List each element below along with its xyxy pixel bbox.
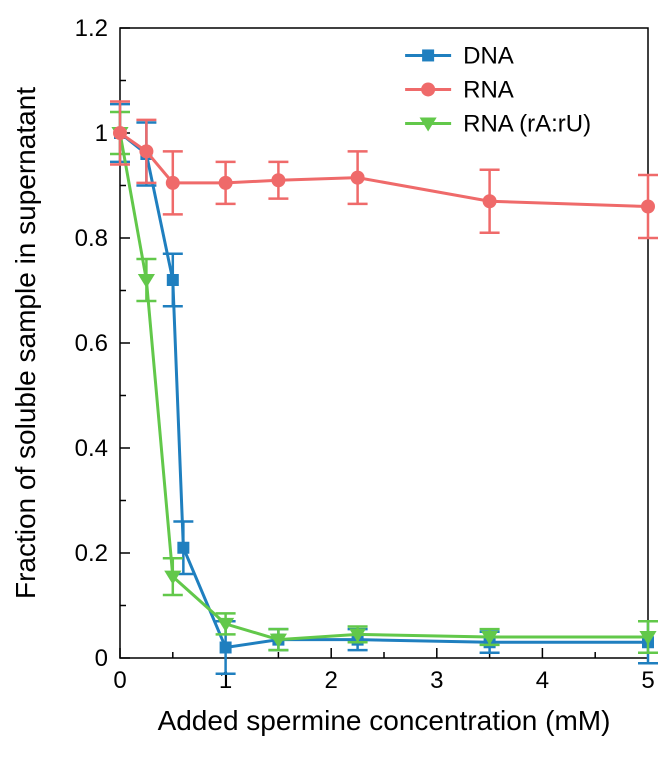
marker-square (422, 49, 434, 61)
legend: DNA RNA RNA (rA:rU) (405, 42, 591, 137)
marker-triangle-down (138, 274, 155, 288)
marker-circle (641, 200, 655, 214)
y-tick-label: 1 (95, 120, 108, 147)
y-tick-label: 0.8 (75, 225, 108, 252)
series-line (120, 133, 648, 207)
marker-circle (219, 176, 233, 190)
marker-square (177, 542, 189, 554)
series-line (120, 133, 648, 640)
x-tick-label: 3 (430, 667, 443, 694)
legend-label: DNA (463, 42, 514, 69)
x-tick-label: 0 (113, 667, 126, 694)
marker-circle (166, 176, 180, 190)
x-tick-label: 4 (536, 667, 549, 694)
legend-label: RNA (rA:rU) (463, 110, 591, 137)
marker-square (167, 274, 179, 286)
y-tick-label: 0 (95, 645, 108, 672)
y-tick-label: 1.2 (75, 15, 108, 42)
marker-circle (113, 126, 127, 140)
legend-label: RNA (463, 76, 514, 103)
x-tick-label: 5 (641, 667, 654, 694)
marker-circle (483, 194, 497, 208)
marker-circle (421, 82, 435, 96)
marker-square (220, 642, 232, 654)
marker-circle (271, 173, 285, 187)
series-line (120, 133, 648, 648)
y-axis-label: Fraction of soluble sample in supernatan… (10, 87, 41, 599)
y-tick-label: 0.4 (75, 435, 108, 462)
x-tick-label: 2 (325, 667, 338, 694)
marker-circle (351, 171, 365, 185)
y-tick-label: 0.6 (75, 330, 108, 357)
line-chart: 0 1 2 3 4 5 Added spermine concentration (mM) 0… (0, 0, 664, 771)
y-tick-label: 0.2 (75, 540, 108, 567)
series-dna (110, 104, 658, 674)
chart-container: 0 1 2 3 4 5 Added spermine concentration (mM) 0… (0, 0, 664, 771)
marker-circle (139, 144, 153, 158)
x-axis-label: Added spermine concentration (mM) (158, 705, 611, 736)
